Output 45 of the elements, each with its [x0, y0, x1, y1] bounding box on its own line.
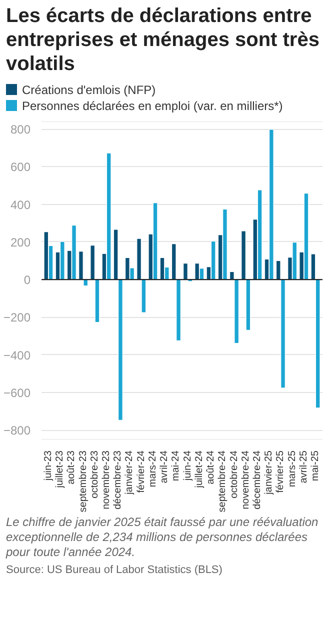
x-tick-label: août-23: [66, 450, 78, 485]
x-tick-label: juillet-23: [54, 450, 66, 490]
bar: [194, 263, 200, 280]
text: Le chiffre de janvier 2025 était faussé par une réévaluation exceptionnelle de 2,234 millions de personnes déclarées pour toute l'année 2024.: [6, 515, 320, 560]
y-tick-label: 0: [24, 273, 31, 288]
x-tick-label: décembre-24: [252, 450, 263, 510]
bar: [268, 129, 274, 280]
x-tick-label: octobre-23: [89, 450, 100, 499]
x-tick-label: mai-24: [170, 450, 182, 482]
x-tick-label: août-24: [206, 450, 217, 485]
x-tick-label: avril-24: [159, 450, 170, 484]
bar: [90, 245, 96, 280]
x-tick-label: mai-25: [310, 450, 322, 482]
x-tick-label: novembre-24: [240, 450, 252, 510]
x-tick-label: janvier-25: [264, 450, 275, 496]
x-tick-label: juillet-24: [194, 450, 205, 490]
y-tick-label: 200: [10, 236, 31, 250]
bar: [60, 242, 65, 280]
x-tick-label: juin-24: [182, 450, 194, 482]
bar: [94, 280, 100, 323]
y-tick-label: −600: [3, 386, 31, 400]
x-tick-label: janvier-24: [124, 450, 136, 496]
x-tick-label: avril-25: [298, 450, 310, 484]
source-note: Source: US Bureau of Labor Statistics (BLS): [6, 564, 224, 578]
x-tick-label: juin-23: [42, 450, 54, 482]
legend-label: Créations d'emlois (NFP): [21, 82, 156, 98]
y-tick-label: 600: [10, 160, 31, 174]
y-tick-label: −200: [3, 311, 31, 326]
x-tick-label: février-24: [136, 450, 147, 494]
x-tick-label: septembre-23: [78, 450, 89, 513]
legend-label: Personnes déclarées en emploi (var. en milliers*): [21, 98, 283, 114]
x-tick-label: décembre-23: [112, 450, 124, 510]
y-tick-label: 400: [10, 198, 31, 212]
y-tick-label: 800: [10, 122, 31, 137]
x-tick-label: mars-24: [147, 450, 158, 488]
x-tick-label: novembre-23: [101, 450, 112, 510]
bar: [315, 280, 320, 409]
x-tick-label: février-25: [275, 450, 286, 494]
y-tick-label: −800: [3, 424, 31, 438]
x-tick-label: octobre-24: [228, 450, 240, 499]
y-tick-label: −400: [3, 348, 31, 363]
x-tick-label: mars-25: [286, 450, 298, 488]
bar: [310, 254, 316, 280]
x-tick-label: septembre-24: [217, 450, 228, 513]
chart-title: Les écarts de déclarations entre entreprises et ménages sont très volatils: [6, 4, 320, 76]
